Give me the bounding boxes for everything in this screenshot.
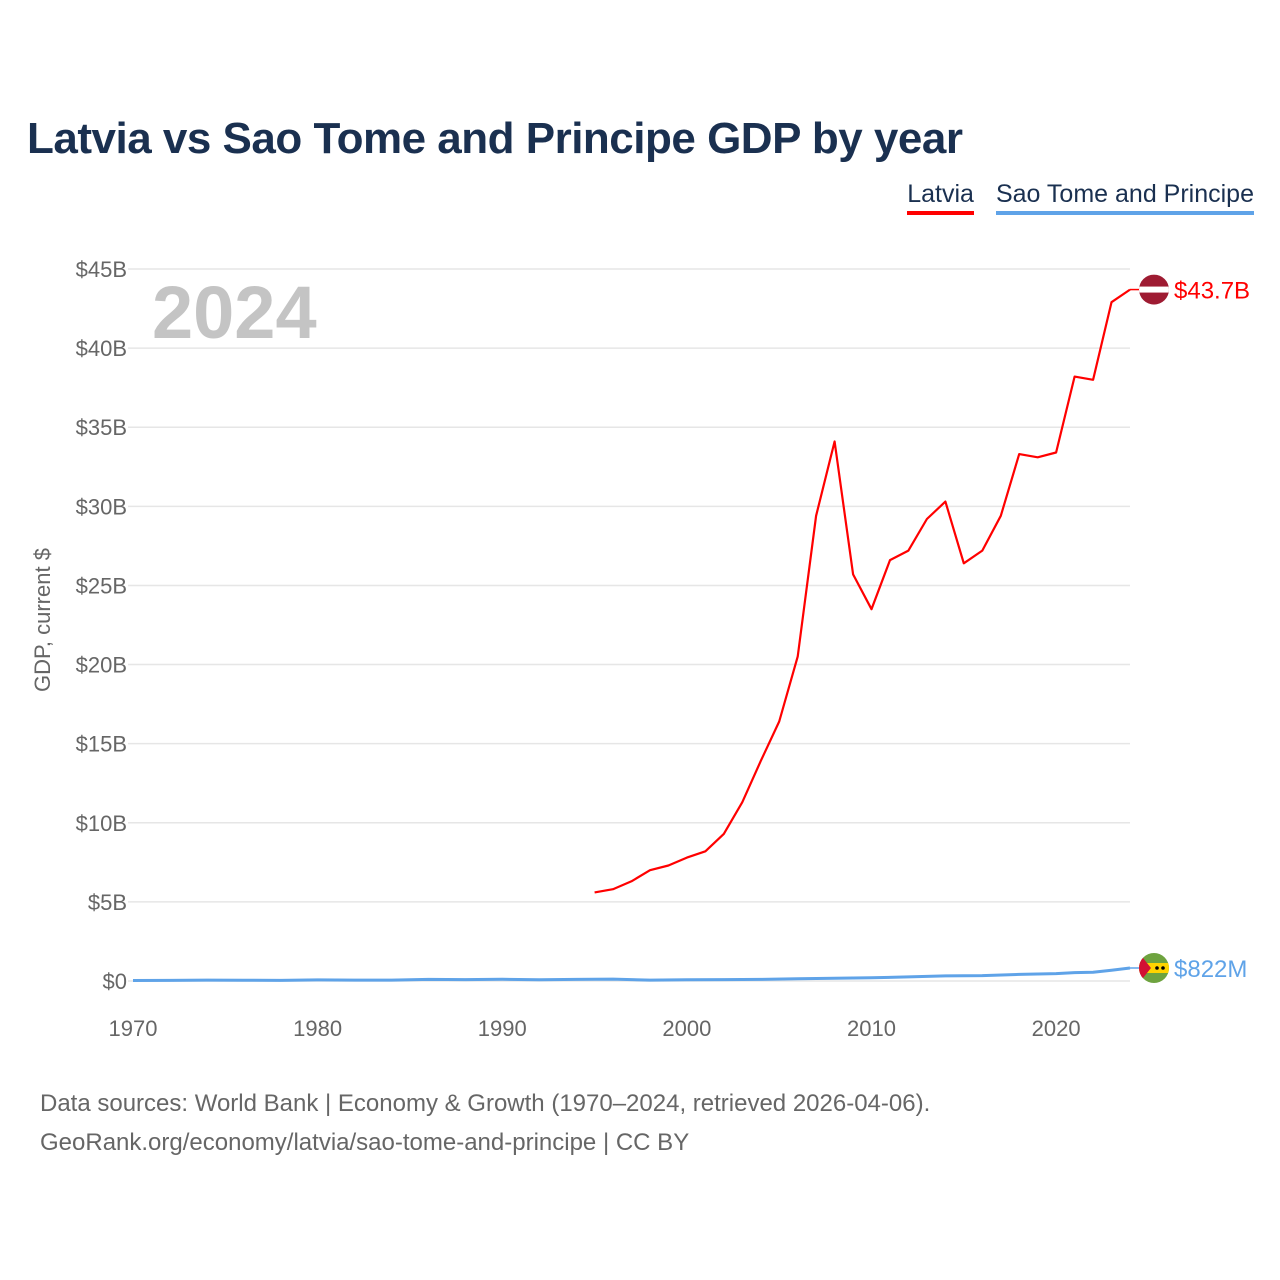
y-tick-label: $0 — [103, 969, 127, 994]
y-tick-label: $15B — [76, 732, 127, 757]
sao-tome-flag-icon — [1139, 952, 1169, 983]
latvia-flag-icon — [1139, 274, 1169, 305]
y-tick-label: $30B — [76, 494, 127, 519]
series-line-sao-tome — [132, 966, 1131, 982]
legend-sao-tome[interactable]: Sao Tome and Principe — [995, 180, 1254, 215]
series-line-latvia — [594, 288, 1131, 894]
source-line-2[interactable]: GeoRank.org/economy/latvia/sao-tome-and-… — [40, 1129, 690, 1156]
y-tick-label: $45B — [76, 257, 127, 282]
end-value-label: $43.7B — [1174, 278, 1250, 305]
year-watermark: 2024 — [152, 271, 317, 354]
y-tick-label: $5B — [88, 890, 127, 915]
y-tick-label: $35B — [76, 415, 127, 440]
y-tick-label: $40B — [76, 336, 127, 361]
y-tick-label: $25B — [76, 573, 127, 598]
x-tick-label: 1980 — [293, 1016, 342, 1041]
chart-title: Latvia vs Sao Tome and Principe GDP by y… — [27, 114, 963, 163]
x-tick-label: 2010 — [847, 1016, 896, 1041]
source-line-1: Data sources: World Bank | Economy & Gro… — [40, 1090, 931, 1117]
source-note: Data sources: World Bank | Economy & Gro… — [40, 1084, 930, 1162]
x-tick-label: 2020 — [1032, 1016, 1081, 1041]
y-tick-label: $20B — [76, 653, 127, 678]
x-tick-label: 2000 — [662, 1016, 711, 1041]
x-tick-label: 1990 — [478, 1016, 527, 1041]
legend-latvia[interactable]: Latvia — [907, 180, 974, 215]
y-tick-label: $10B — [76, 811, 127, 836]
y-axis-label: GDP, current $ — [30, 548, 55, 692]
x-tick-label: 1970 — [109, 1016, 158, 1041]
legend: Latvia Sao Tome and Principe — [907, 180, 1254, 215]
end-value-label: $822M — [1174, 956, 1247, 983]
